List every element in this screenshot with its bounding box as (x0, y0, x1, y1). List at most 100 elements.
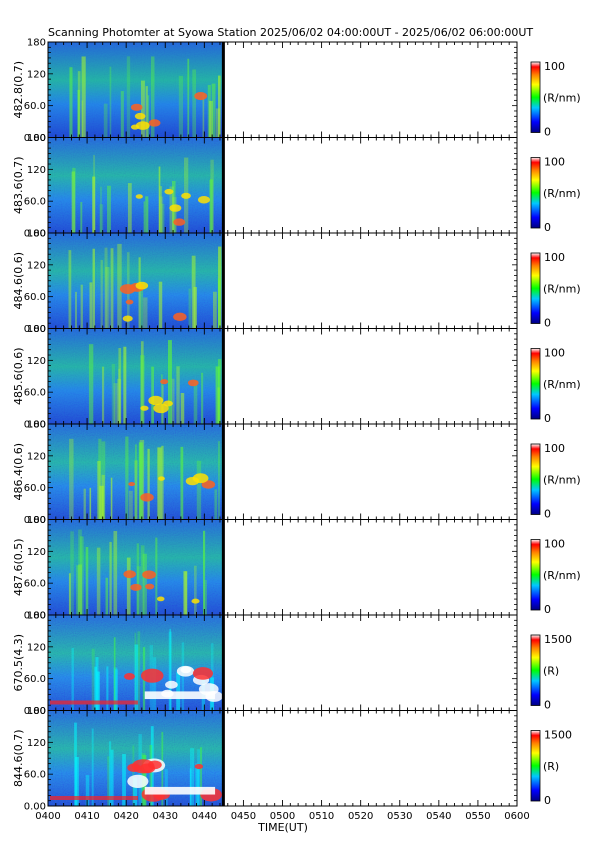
colorbar-min-label: 0 (544, 508, 551, 521)
heatmap-streak (110, 477, 113, 520)
heatmap-streak (178, 75, 183, 138)
heatmap-streak (113, 637, 116, 711)
heatmap-streak (151, 366, 154, 424)
y-tick-label: 180 (27, 706, 46, 717)
heatmap-enhancement (140, 493, 154, 502)
data-end-line (221, 137, 225, 233)
colorbar (530, 443, 541, 515)
heatmap-streak (77, 71, 81, 138)
colorbar (530, 157, 541, 229)
heatmap-streak (76, 565, 80, 615)
heatmap-streak (140, 545, 145, 615)
heatmap-streak (138, 257, 141, 329)
colorbar-unit-label: (R/nm) (543, 282, 581, 295)
colorbar-unit-label: (R) (543, 664, 559, 677)
heatmap-streak (107, 185, 111, 233)
heatmap-streak (98, 438, 102, 520)
heatmap-streak (202, 94, 205, 138)
heatmap-streak (80, 284, 83, 329)
heatmap-enhancement (197, 196, 210, 204)
heatmap-streak (127, 183, 132, 233)
heatmap-streak (105, 577, 109, 615)
heatmap-streak (145, 196, 149, 233)
heatmap-streak (176, 672, 181, 711)
heatmap-streak (155, 537, 158, 615)
y-tick-label: 60.0 (24, 197, 46, 208)
x-tick-label: 0530 (387, 811, 412, 822)
heatmap-streak (192, 69, 197, 138)
heatmap-enhancement (158, 476, 165, 481)
heatmap-streak (99, 485, 104, 520)
colorbar-unit-label: (R/nm) (543, 91, 581, 104)
colorbar-max-label: 100 (544, 347, 565, 360)
heatmap-enhancement (194, 92, 208, 101)
x-tick-label: 0440 (192, 811, 217, 822)
heatmap-streak (85, 546, 89, 615)
heatmap-streak (180, 392, 185, 424)
heatmap-streak (69, 438, 74, 520)
y-tick-label: 180 (27, 611, 46, 622)
heatmap-streak (201, 372, 204, 424)
heatmap-streak (197, 749, 200, 806)
heatmap-streak (172, 197, 177, 233)
heatmap-streak (171, 378, 175, 424)
y-tick-label: 180 (27, 420, 46, 431)
heatmap-streak (149, 744, 153, 806)
y-tick-label: 180 (27, 229, 46, 240)
heatmap-enhancement (169, 204, 182, 212)
heatmap-streak (110, 749, 114, 806)
heatmap-streak (217, 278, 221, 329)
heatmap-streak (120, 91, 124, 138)
heatmap-streak (117, 378, 122, 424)
colorbar-max-label: 100 (544, 251, 565, 264)
heatmap-streak (91, 648, 95, 711)
y-tick-label: 60.0 (24, 770, 46, 781)
heatmap-streak (69, 67, 73, 138)
heatmap-enhancement (148, 119, 161, 127)
heatmap-streak (142, 553, 147, 615)
y-tick-label: 0.00 (24, 802, 46, 813)
heatmap-streak (212, 291, 217, 329)
heatmap-streak (210, 178, 213, 233)
heatmap-streak (88, 344, 94, 424)
x-tick-label: 0520 (348, 811, 373, 822)
panel-label: 482.8(0.7) (12, 61, 25, 119)
heatmap-texture (48, 424, 224, 520)
panel-1: 0.00 60.0 120 180 482.8(0.7) 100 0 (R/nm) (12, 38, 581, 145)
colorbar (530, 730, 541, 802)
heatmap-enhancement (148, 395, 164, 406)
colorbar-unit-label: (R/nm) (543, 187, 581, 200)
x-tick-label: 0510 (309, 811, 334, 822)
heatmap-streak (125, 436, 129, 520)
heatmap-streak (72, 167, 76, 233)
x-tick-label: 0500 (270, 811, 295, 822)
heatmap-streak (75, 291, 77, 329)
heatmap-streak (168, 340, 172, 424)
heatmap-streak (75, 756, 79, 806)
heatmap-streak (137, 631, 141, 711)
heatmap-enhancement (145, 583, 155, 590)
colorbar (530, 348, 541, 420)
heatmap-streak (105, 266, 110, 329)
heatmap-streak (118, 368, 121, 424)
heatmap-streak (122, 754, 126, 806)
panel-4: 0.00 60.0 120 180 485.6(0.6) 100 0 (R/nm) (12, 324, 581, 431)
heatmap-streak (218, 441, 220, 520)
heatmap-streak (85, 775, 90, 806)
heatmap-streak (136, 566, 141, 615)
heatmap-streak (108, 741, 112, 806)
heatmap-streak (70, 531, 74, 615)
y-tick-label: 120 (27, 165, 46, 176)
heatmap-enhancement (165, 680, 178, 689)
heatmap-enhancement (140, 668, 164, 683)
heatmap-enhancement (173, 218, 186, 226)
heatmap-streak (217, 359, 222, 424)
heatmap-streak (138, 442, 143, 520)
panel-5: 0.00 60.0 120 180 486.4(0.6) 100 0 (R/nm) (12, 420, 581, 527)
panel-8: 0.00 60.0 120 180 844.6(0.7) 1500 0 (R) (12, 706, 572, 813)
y-tick-label: 60.0 (24, 101, 46, 112)
y-tick-label: 180 (27, 133, 46, 144)
heatmap-enhancement (122, 315, 133, 322)
heatmap-texture (48, 137, 224, 233)
